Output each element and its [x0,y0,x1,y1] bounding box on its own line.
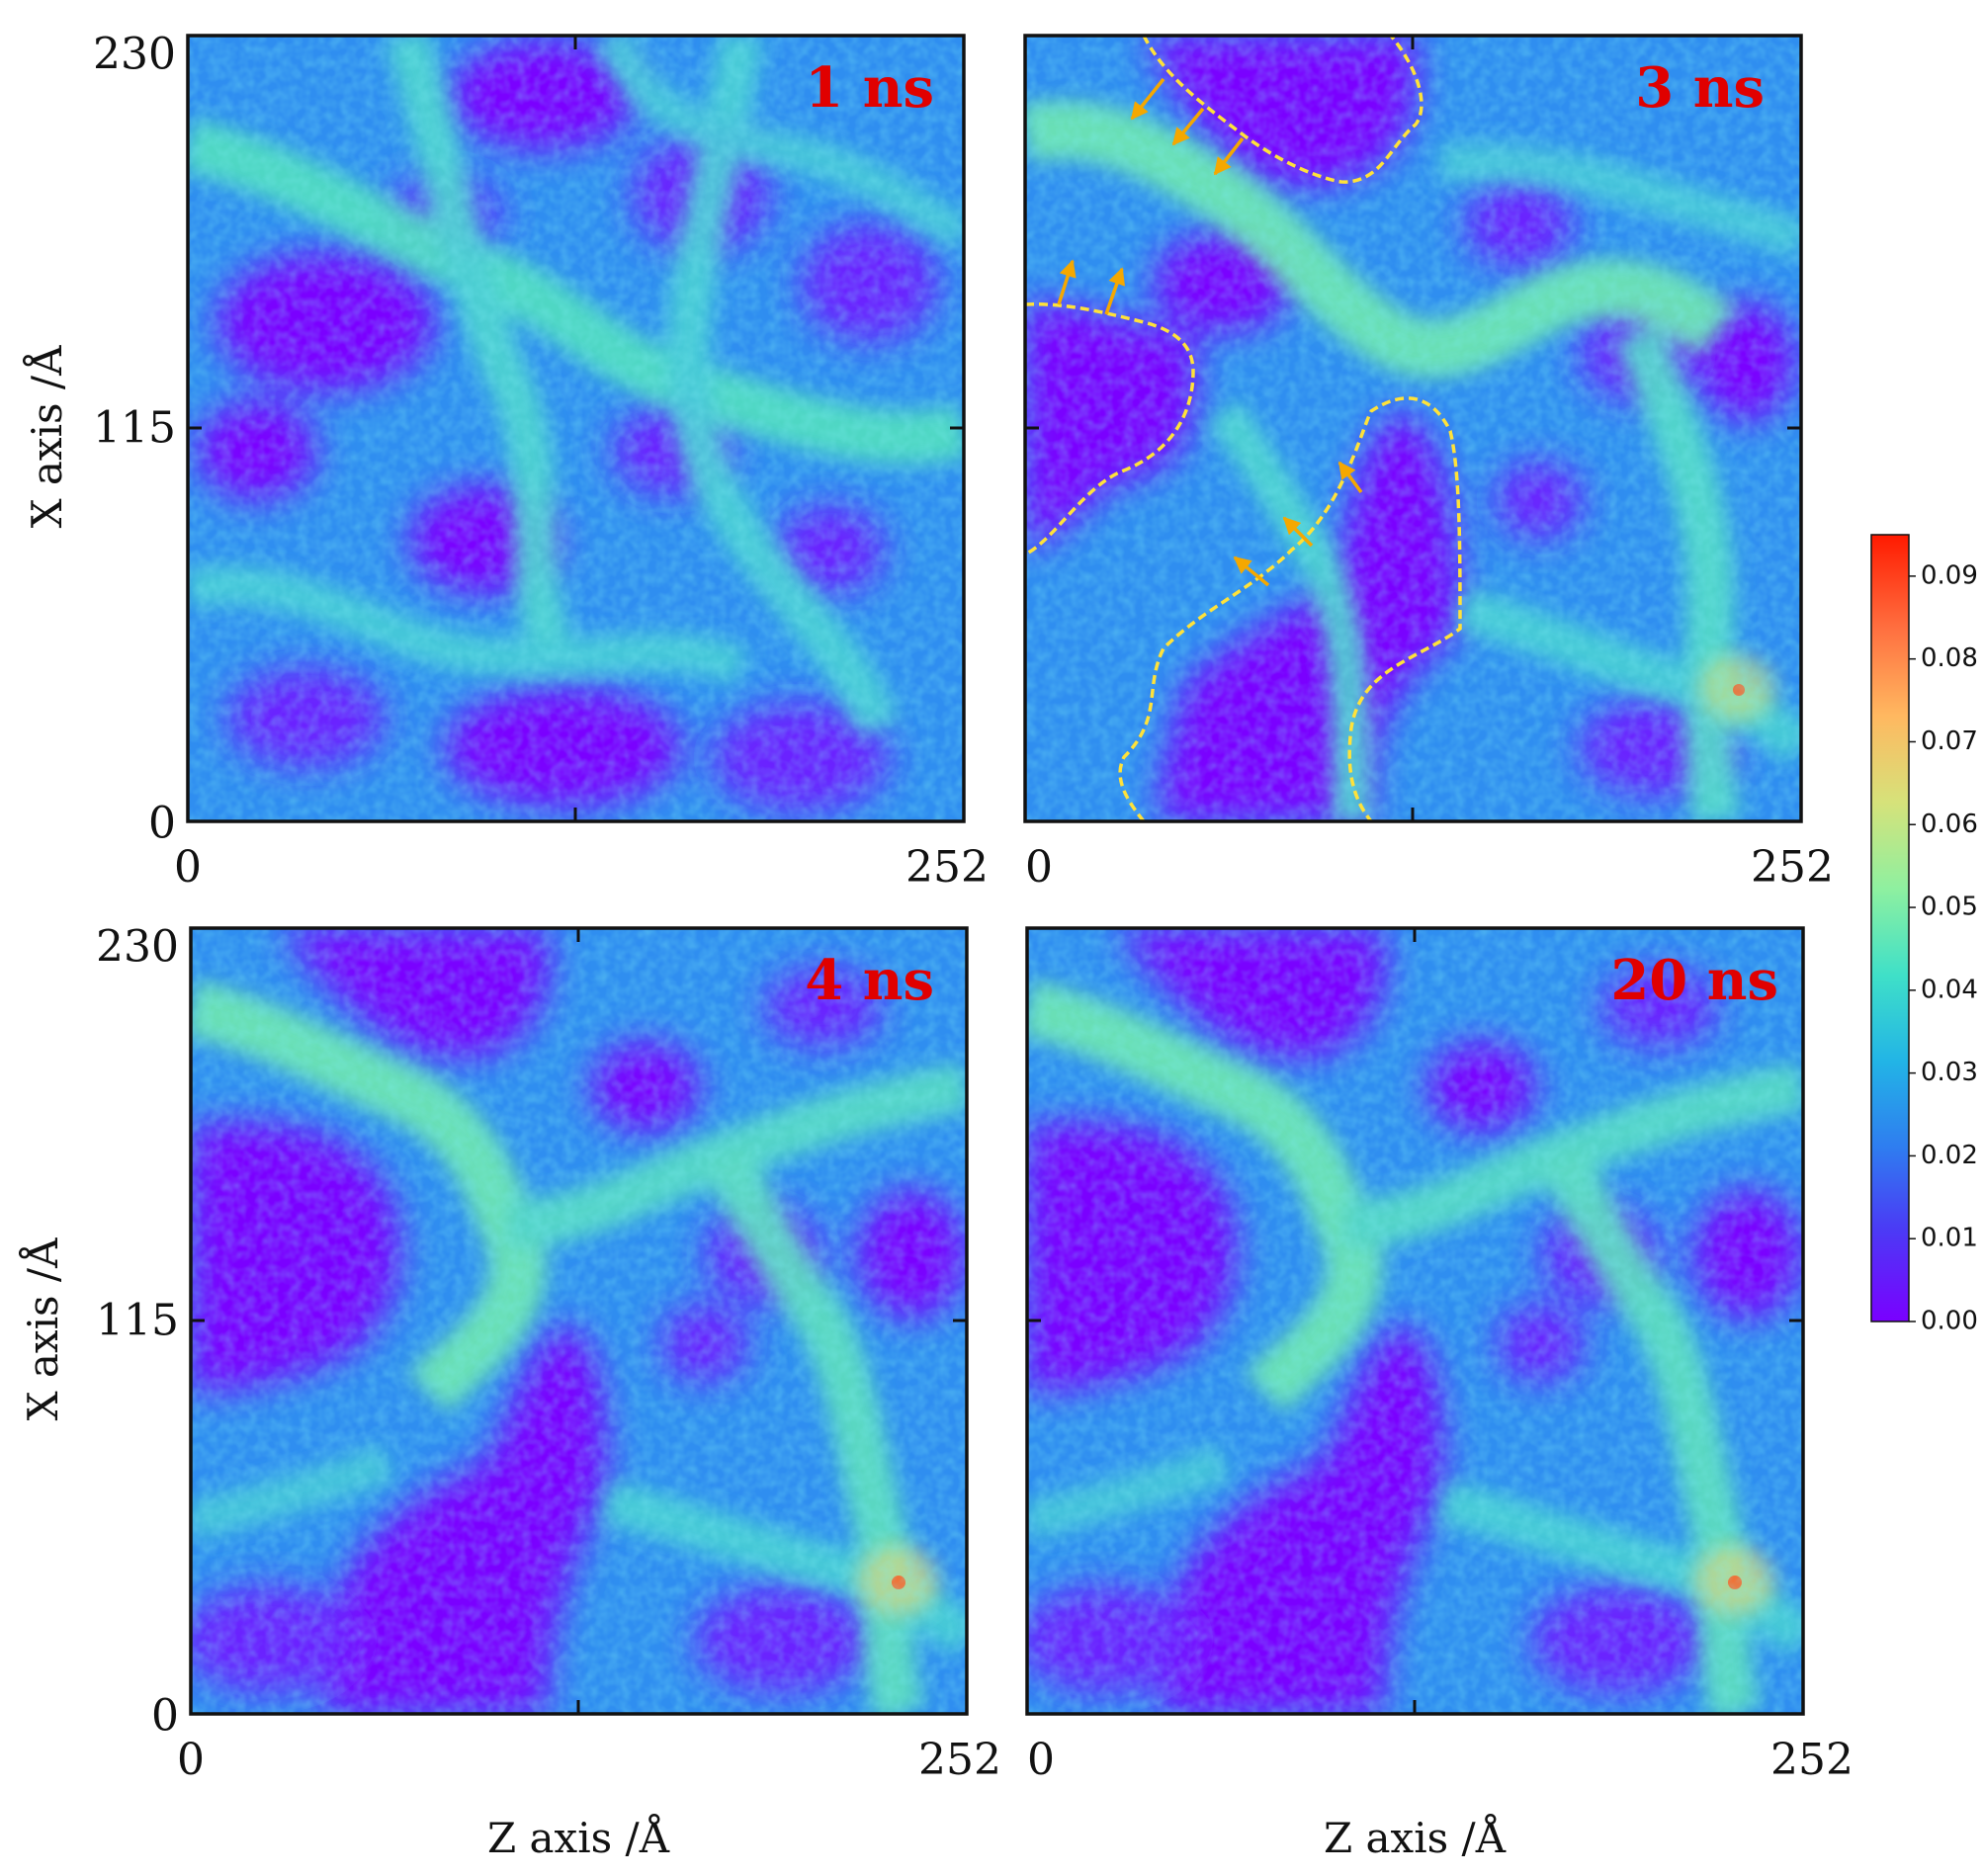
colorbar: 0.09 0.08 0.07 0.06 0.05 0.04 0.03 0.02 0.01 0.00 [1870,534,1978,1336]
x-axis-title-3: Z axis /Å [487,1813,670,1862]
heatmap-4 [1027,928,1803,1714]
y-axis-title-1: X axis /Å [22,345,71,528]
panel-2: 3 ns 0 252 [1023,34,1834,893]
heatmap-2 [1025,36,1801,821]
y-tick-label: 115 [93,403,176,454]
x-tick-label: 0 [177,1735,205,1785]
colorbar-ticks: 0.09 0.08 0.07 0.06 0.05 0.04 0.03 0.02 0.01 0.00 [1909,560,1978,1336]
heatmap-3 [191,928,967,1714]
x-tick-label: 0 [1027,1735,1055,1785]
colorbar-tick-label: 0.01 [1921,1224,1978,1253]
colorbar-tick-label: 0.09 [1921,560,1978,590]
colorbar-tick-label: 0.03 [1921,1058,1978,1087]
heatmap-1 [188,36,964,821]
colorbar-tick-label: 0.08 [1921,643,1978,673]
colorbar-gradient [1870,534,1910,1322]
panel-label-4: 20 ns [1610,948,1778,1013]
colorbar-tick-label: 0.06 [1921,810,1978,839]
arrows [1057,77,1363,587]
panel-4: 20 ns 0 252 Z axis /Å [1025,926,1854,1862]
x-tick-label: 0 [1025,842,1053,893]
x-tick-label: 252 [905,842,989,893]
y-tick-label: 115 [96,1296,179,1346]
panel-label-1: 1 ns [805,55,934,121]
colorbar-tick-label: 0.04 [1921,975,1978,1004]
x-tick-label: 252 [918,1735,1001,1785]
colorbar-tick-label: 0.05 [1921,893,1978,922]
colorbar-tick-label: 0.07 [1921,726,1978,756]
x-tick-label: 0 [174,842,202,893]
y-tick-label: 0 [151,1691,179,1742]
x-tick-label: 252 [1770,1735,1854,1785]
panel-label-2: 3 ns [1635,55,1765,121]
x-tick-label: 252 [1751,842,1834,893]
x-axis-title-4: Z axis /Å [1324,1813,1507,1862]
colorbar-tick-label: 0.00 [1921,1307,1978,1336]
y-axis-title-3: X axis /Å [18,1237,67,1420]
colorbar-tick-label: 0.02 [1921,1141,1978,1170]
y-tick-label: 230 [93,30,176,80]
panel-3: 4 ns 230 115 0 0 252 Z axis /Å [96,922,1001,1863]
panel-label-3: 4 ns [805,948,934,1013]
y-tick-label: 0 [148,799,176,849]
panel-1: 1 ns 230 115 0 0 252 [93,30,989,894]
y-tick-label: 230 [96,922,179,973]
boundary-lines [1025,36,1462,821]
